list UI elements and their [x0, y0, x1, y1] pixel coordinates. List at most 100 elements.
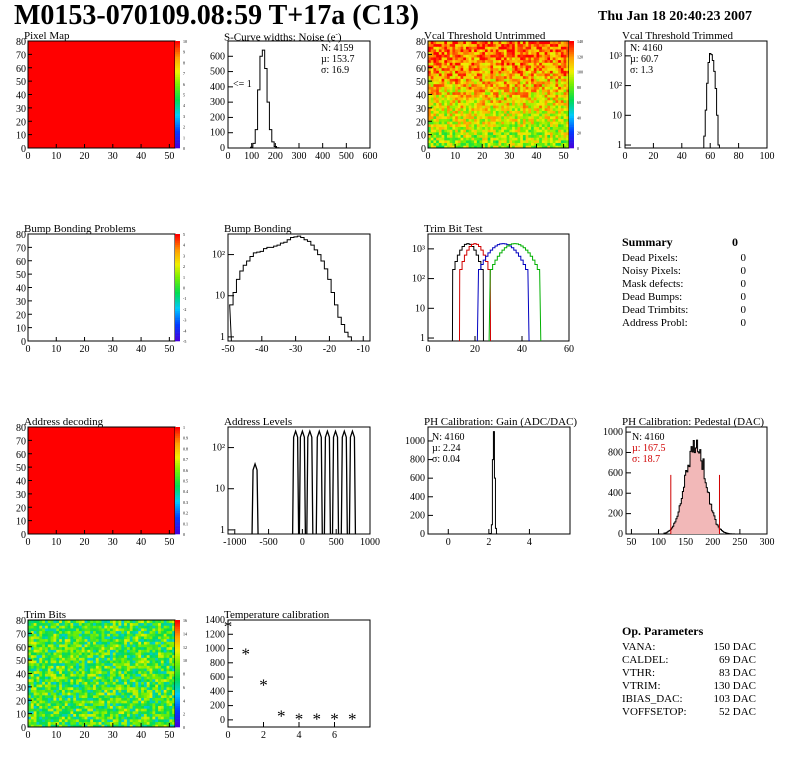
heatmap-cell: [98, 649, 102, 653]
color-bar-step: [175, 246, 180, 249]
y-tick-label: 10: [16, 131, 26, 142]
heatmap-cell: [50, 681, 54, 685]
heatmap-cell: [132, 700, 136, 704]
heatmap-cell: [531, 54, 535, 58]
heatmap-cell: [517, 78, 521, 82]
heatmap-cell: [81, 724, 85, 728]
color-bar-step: [175, 283, 180, 287]
heatmap-cell: [109, 681, 114, 685]
color-bar-step: [175, 498, 180, 501]
heatmap-cell: [30, 700, 35, 704]
heatmap-cell: [155, 662, 159, 666]
heatmap-cell: [525, 81, 529, 85]
heatmap-cell: [166, 620, 170, 624]
heatmap-cell: [155, 689, 159, 693]
heatmap-cell: [70, 700, 74, 704]
heatmap-cell: [36, 678, 40, 682]
heatmap-cell: [430, 78, 434, 82]
heatmap-cell: [87, 689, 91, 693]
heatmap-cell: [81, 678, 85, 682]
color-bar-step: [175, 525, 180, 528]
heatmap-cell: [436, 65, 440, 69]
heatmap-cell: [141, 689, 145, 693]
heatmap-cell: [149, 652, 153, 656]
heatmap-cell: [533, 99, 537, 103]
heatmap-cells: [28, 620, 176, 728]
heatmap-cell: [536, 129, 540, 133]
heatmap-cell: [560, 70, 564, 74]
heatmap-cell: [428, 97, 432, 101]
heatmap-cell: [169, 654, 173, 658]
heatmap-cell: [550, 105, 554, 109]
heatmap-cell: [90, 700, 94, 704]
heatmap-cell: [522, 94, 527, 98]
heatmap-cell: [64, 676, 68, 680]
heatmap-cell: [544, 137, 548, 141]
heatmap-cell: [503, 57, 508, 61]
heatmap-cell: [539, 86, 543, 90]
heatmap-cell: [90, 694, 94, 698]
heatmap-cell: [155, 668, 159, 672]
heatmap-cell: [438, 105, 442, 109]
heatmap-cell: [444, 118, 448, 122]
heatmap-cell: [118, 641, 122, 645]
heatmap-cell: [138, 662, 142, 666]
heatmap-cell: [158, 676, 162, 680]
heatmap-cell: [78, 702, 83, 706]
heatmap-cell: [506, 86, 510, 90]
heatmap-cell: [471, 113, 475, 117]
heatmap-cell: [522, 126, 527, 130]
heatmap-cell: [33, 692, 37, 696]
heatmap-cell: [541, 110, 545, 114]
heatmap-cell: [517, 139, 521, 144]
heatmap-cell: [70, 638, 74, 642]
heatmap-cell: [455, 49, 459, 53]
heatmap-cell: [476, 137, 480, 141]
heatmap-cell: [50, 697, 54, 701]
heatmap-cell: [109, 718, 114, 723]
heatmap-cell: [471, 105, 475, 109]
heatmap-cell: [141, 652, 145, 656]
heatmap-cell: [514, 99, 518, 103]
heatmap-cell: [73, 724, 77, 728]
color-bar-step: [175, 260, 180, 263]
heatmap-cell: [44, 694, 49, 698]
x-tick-label: 40: [136, 537, 146, 548]
heatmap-cell: [433, 65, 437, 69]
heatmap-cell: [70, 652, 74, 656]
heatmap-cell: [474, 99, 478, 103]
color-bar-step: [175, 126, 180, 129]
heatmap-cell: [152, 620, 156, 624]
y-tick-label: 40: [16, 284, 26, 295]
heatmap-cell: [495, 73, 499, 77]
heatmap-cell: [550, 137, 554, 141]
heatmap-cell: [539, 89, 543, 93]
heatmap-cell: [563, 41, 567, 45]
heatmap-cell: [30, 657, 35, 661]
heatmap-cell: [460, 78, 464, 82]
heatmap-cell: [533, 102, 537, 106]
heatmap-cell: [33, 638, 37, 642]
heatmap-cell: [47, 686, 52, 690]
heatmap-cell: [460, 89, 464, 93]
heatmap-cell: [141, 654, 145, 658]
heatmap-cell: [438, 70, 442, 74]
heatmap-cell: [498, 99, 502, 103]
heatmap-cell: [522, 139, 527, 144]
heatmap-cell: [446, 62, 451, 66]
heatmap-cell: [509, 41, 513, 45]
heatmap-cell: [98, 724, 102, 728]
heatmap-cell: [501, 75, 505, 79]
heatmap-cell: [61, 644, 66, 648]
heatmap-cell: [539, 110, 543, 114]
heatmap-cell: [50, 721, 54, 725]
heatmap-cell: [452, 65, 456, 69]
heatmap-cell: [501, 59, 505, 63]
heatmap-cell: [118, 705, 122, 709]
heatmap-cell: [76, 700, 80, 704]
heatmap-cell: [158, 660, 162, 664]
heatmap-cell: [457, 41, 461, 45]
heatmap-cell: [539, 142, 543, 146]
y-tick-label: 10²: [609, 81, 622, 92]
heatmap-cell: [455, 91, 459, 95]
